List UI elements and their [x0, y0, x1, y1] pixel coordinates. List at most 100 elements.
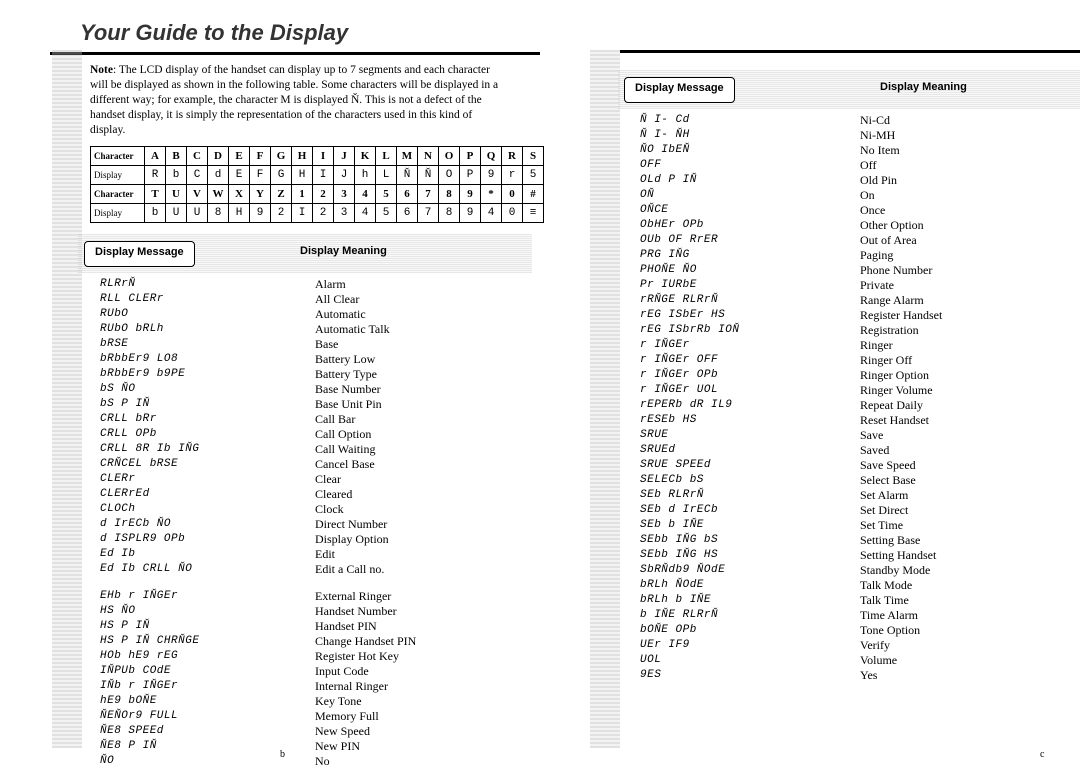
char-table-cell: 0 — [502, 203, 523, 222]
left-list: RLRrŇRLL CLERrRUbORUbO bRLhbRSEbRbbEr9 L… — [100, 277, 530, 769]
display-meaning: Ringer — [860, 338, 1080, 353]
char-table-cell: K — [355, 146, 376, 165]
char-table-cell: F — [250, 165, 271, 184]
char-table-cell: C — [187, 165, 208, 184]
display-message: HS P IŇ CHRŇGE — [100, 634, 315, 649]
display-message: HS P IŇ — [100, 619, 315, 634]
display-message: d ISPLR9 OPb — [100, 532, 315, 547]
char-table-cell: S — [523, 146, 544, 165]
display-meaning: Input Code — [315, 664, 530, 679]
char-table-cell: 2 — [271, 203, 292, 222]
display-meaning: Set Time — [860, 518, 1080, 533]
display-message: SEb RLRrŇ — [640, 488, 860, 503]
display-meaning: Automatic — [315, 307, 530, 322]
char-table-rowhdr: Character — [91, 146, 145, 165]
display-message: UOL — [640, 653, 860, 668]
display-message: IŇb r IŇGEr — [100, 679, 315, 694]
page-num-b: b — [280, 749, 285, 760]
char-table-cell: 7 — [418, 184, 439, 203]
note-label: Note — [90, 64, 113, 76]
display-message: OLd P IŇ — [640, 173, 860, 188]
display-meaning: All Clear — [315, 292, 530, 307]
char-table-cell: I — [313, 165, 334, 184]
char-table-cell: 8 — [439, 184, 460, 203]
display-meaning: Direct Number — [315, 517, 530, 532]
char-table-cell: V — [187, 184, 208, 203]
char-table-cell: U — [166, 184, 187, 203]
display-meaning: Base — [315, 337, 530, 352]
char-table-cell: 6 — [397, 184, 418, 203]
header-tab-message-r: Display Message — [624, 77, 735, 103]
char-table-cell: Q — [481, 146, 502, 165]
char-table-cell: N — [418, 146, 439, 165]
display-meaning: No Item — [860, 143, 1080, 158]
display-message: r IŇGEr OPb — [640, 368, 860, 383]
display-meaning: No — [315, 754, 530, 769]
display-meaning: Tone Option — [860, 623, 1080, 638]
char-table-cell: J — [334, 146, 355, 165]
display-meaning: Yes — [860, 668, 1080, 683]
display-meaning: Handset Number — [315, 604, 530, 619]
char-table-cell: 8 — [439, 203, 460, 222]
display-message: PHOŇE ŇO — [640, 263, 860, 278]
char-table-cell: E — [229, 146, 250, 165]
char-table-cell: U — [187, 203, 208, 222]
display-message: rESEb HS — [640, 413, 860, 428]
char-table-cell: 9 — [460, 184, 481, 203]
display-meaning: Call Waiting — [315, 442, 530, 457]
display-message: Ň I- ŇH — [640, 128, 860, 143]
char-table-cell: 4 — [481, 203, 502, 222]
display-meaning: Ni-MH — [860, 128, 1080, 143]
display-meaning: Repeat Daily — [860, 398, 1080, 413]
display-meaning: Edit — [315, 547, 530, 562]
char-table-cell: T — [145, 184, 166, 203]
display-message: SRUE — [640, 428, 860, 443]
display-meaning: Edit a Call no. — [315, 562, 530, 577]
display-meaning: Ni-Cd — [860, 113, 1080, 128]
display-message: Ň I- Cd — [640, 113, 860, 128]
display-message: bRLh ŇOdE — [640, 578, 860, 593]
char-table-cell: 6 — [397, 203, 418, 222]
display-message: bRbbEr9 b9PE — [100, 367, 315, 382]
display-message: CLERrEd — [100, 487, 315, 502]
display-meaning: Ringer Off — [860, 353, 1080, 368]
display-meaning: Setting Base — [860, 533, 1080, 548]
display-message: SEbb IŇG bS — [640, 533, 860, 548]
display-message: bRSE — [100, 337, 315, 352]
char-table-rowhdr: Display — [91, 165, 145, 184]
char-table-cell: I — [313, 146, 334, 165]
display-meaning: New Speed — [315, 724, 530, 739]
display-message: CLERr — [100, 472, 315, 487]
display-message: IŇPUb COdE — [100, 664, 315, 679]
display-meaning: External Ringer — [315, 589, 530, 604]
display-message: OŇCE — [640, 203, 860, 218]
display-meaning: Battery Type — [315, 367, 530, 382]
char-table-cell: U — [166, 203, 187, 222]
char-table-rowhdr: Character — [91, 184, 145, 203]
display-message: OFF — [640, 158, 860, 173]
header-tab-message: Display Message — [84, 241, 195, 267]
display-meaning: Set Alarm — [860, 488, 1080, 503]
char-table-cell: O — [439, 146, 460, 165]
page-title: Your Guide to the Display — [80, 20, 550, 46]
char-table-cell: 9 — [250, 203, 271, 222]
display-meaning: Alarm — [315, 277, 530, 292]
display-meaning: Setting Handset — [860, 548, 1080, 563]
char-table-cell: A — [145, 146, 166, 165]
char-table-cell: J — [334, 165, 355, 184]
title-rule-right — [620, 50, 1080, 53]
display-meaning: Change Handset PIN — [315, 634, 530, 649]
display-message: Ed Ib CRLL ŇO — [100, 562, 315, 577]
char-table-cell: L — [376, 165, 397, 184]
display-message: 9ES — [640, 668, 860, 683]
display-meaning: Clear — [315, 472, 530, 487]
binding-edge-right — [590, 50, 620, 748]
display-message: PRG IŇG — [640, 248, 860, 263]
char-table-cell: Y — [250, 184, 271, 203]
display-message: CLOCh — [100, 502, 315, 517]
display-message: SRUE SPEEd — [640, 458, 860, 473]
display-meaning: Ringer Volume — [860, 383, 1080, 398]
display-message: bOŇE OPb — [640, 623, 860, 638]
char-table-cell: 3 — [334, 184, 355, 203]
char-table-cell: d — [208, 165, 229, 184]
